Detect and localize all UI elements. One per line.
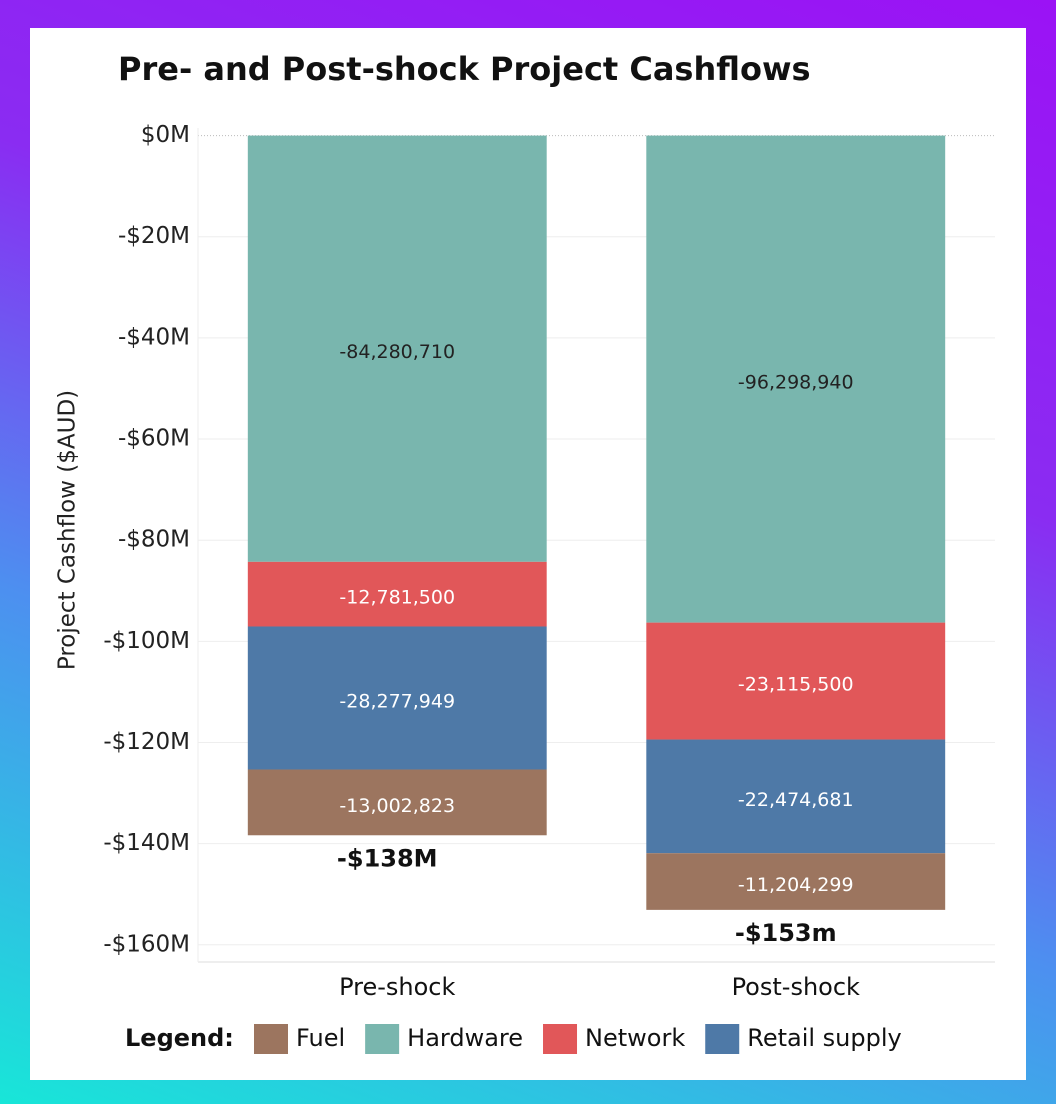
y-axis-label: Project Cashflow ($AUD) [55, 390, 81, 670]
legend-swatch [365, 1024, 400, 1054]
legend-label: Network [585, 1024, 685, 1052]
total-label: -$138M [337, 844, 438, 872]
legend-title: Legend: [125, 1024, 234, 1052]
y-tick-label: $0M [141, 122, 190, 148]
data-label: -96,298,940 [738, 372, 854, 394]
legend-swatch [254, 1024, 288, 1054]
legend-label: Hardware [407, 1024, 523, 1052]
bar-segment [646, 853, 946, 910]
bar-segment [247, 135, 547, 562]
chart-title: Pre- and Post-shock Project Cashflows [118, 50, 811, 88]
y-tick-label: -$20M [118, 223, 190, 249]
data-label: -13,002,823 [339, 795, 455, 817]
bar-segment [247, 769, 547, 836]
bar-segment [646, 135, 946, 623]
y-tick-label: -$100M [103, 628, 190, 654]
data-label: -22,474,681 [738, 789, 854, 811]
data-label: -11,204,299 [738, 874, 854, 896]
data-label: -28,277,949 [339, 690, 455, 712]
bar-segment [646, 622, 946, 740]
legend-label: Retail supply [747, 1024, 902, 1052]
bar-segment [247, 626, 547, 770]
data-label: -23,115,500 [738, 674, 854, 696]
legend-swatch [543, 1024, 578, 1054]
data-label: -84,280,710 [339, 341, 455, 363]
y-tick-label: -$120M [103, 729, 190, 755]
y-tick-label: -$60M [118, 426, 190, 452]
data-label: -12,781,500 [339, 587, 455, 609]
bar-segment [247, 561, 547, 627]
y-tick-label: -$140M [103, 830, 190, 856]
bar-segment [646, 739, 946, 854]
x-tick-label: Post-shock [732, 973, 860, 1001]
total-label: -$153m [735, 919, 837, 947]
y-tick-label: -$40M [118, 324, 190, 350]
y-tick-label: -$80M [118, 527, 190, 553]
y-tick-label: -$160M [103, 931, 190, 957]
legend-swatch [705, 1024, 740, 1054]
legend-label: Fuel [296, 1024, 345, 1052]
x-tick-label: Pre-shock [339, 973, 455, 1001]
